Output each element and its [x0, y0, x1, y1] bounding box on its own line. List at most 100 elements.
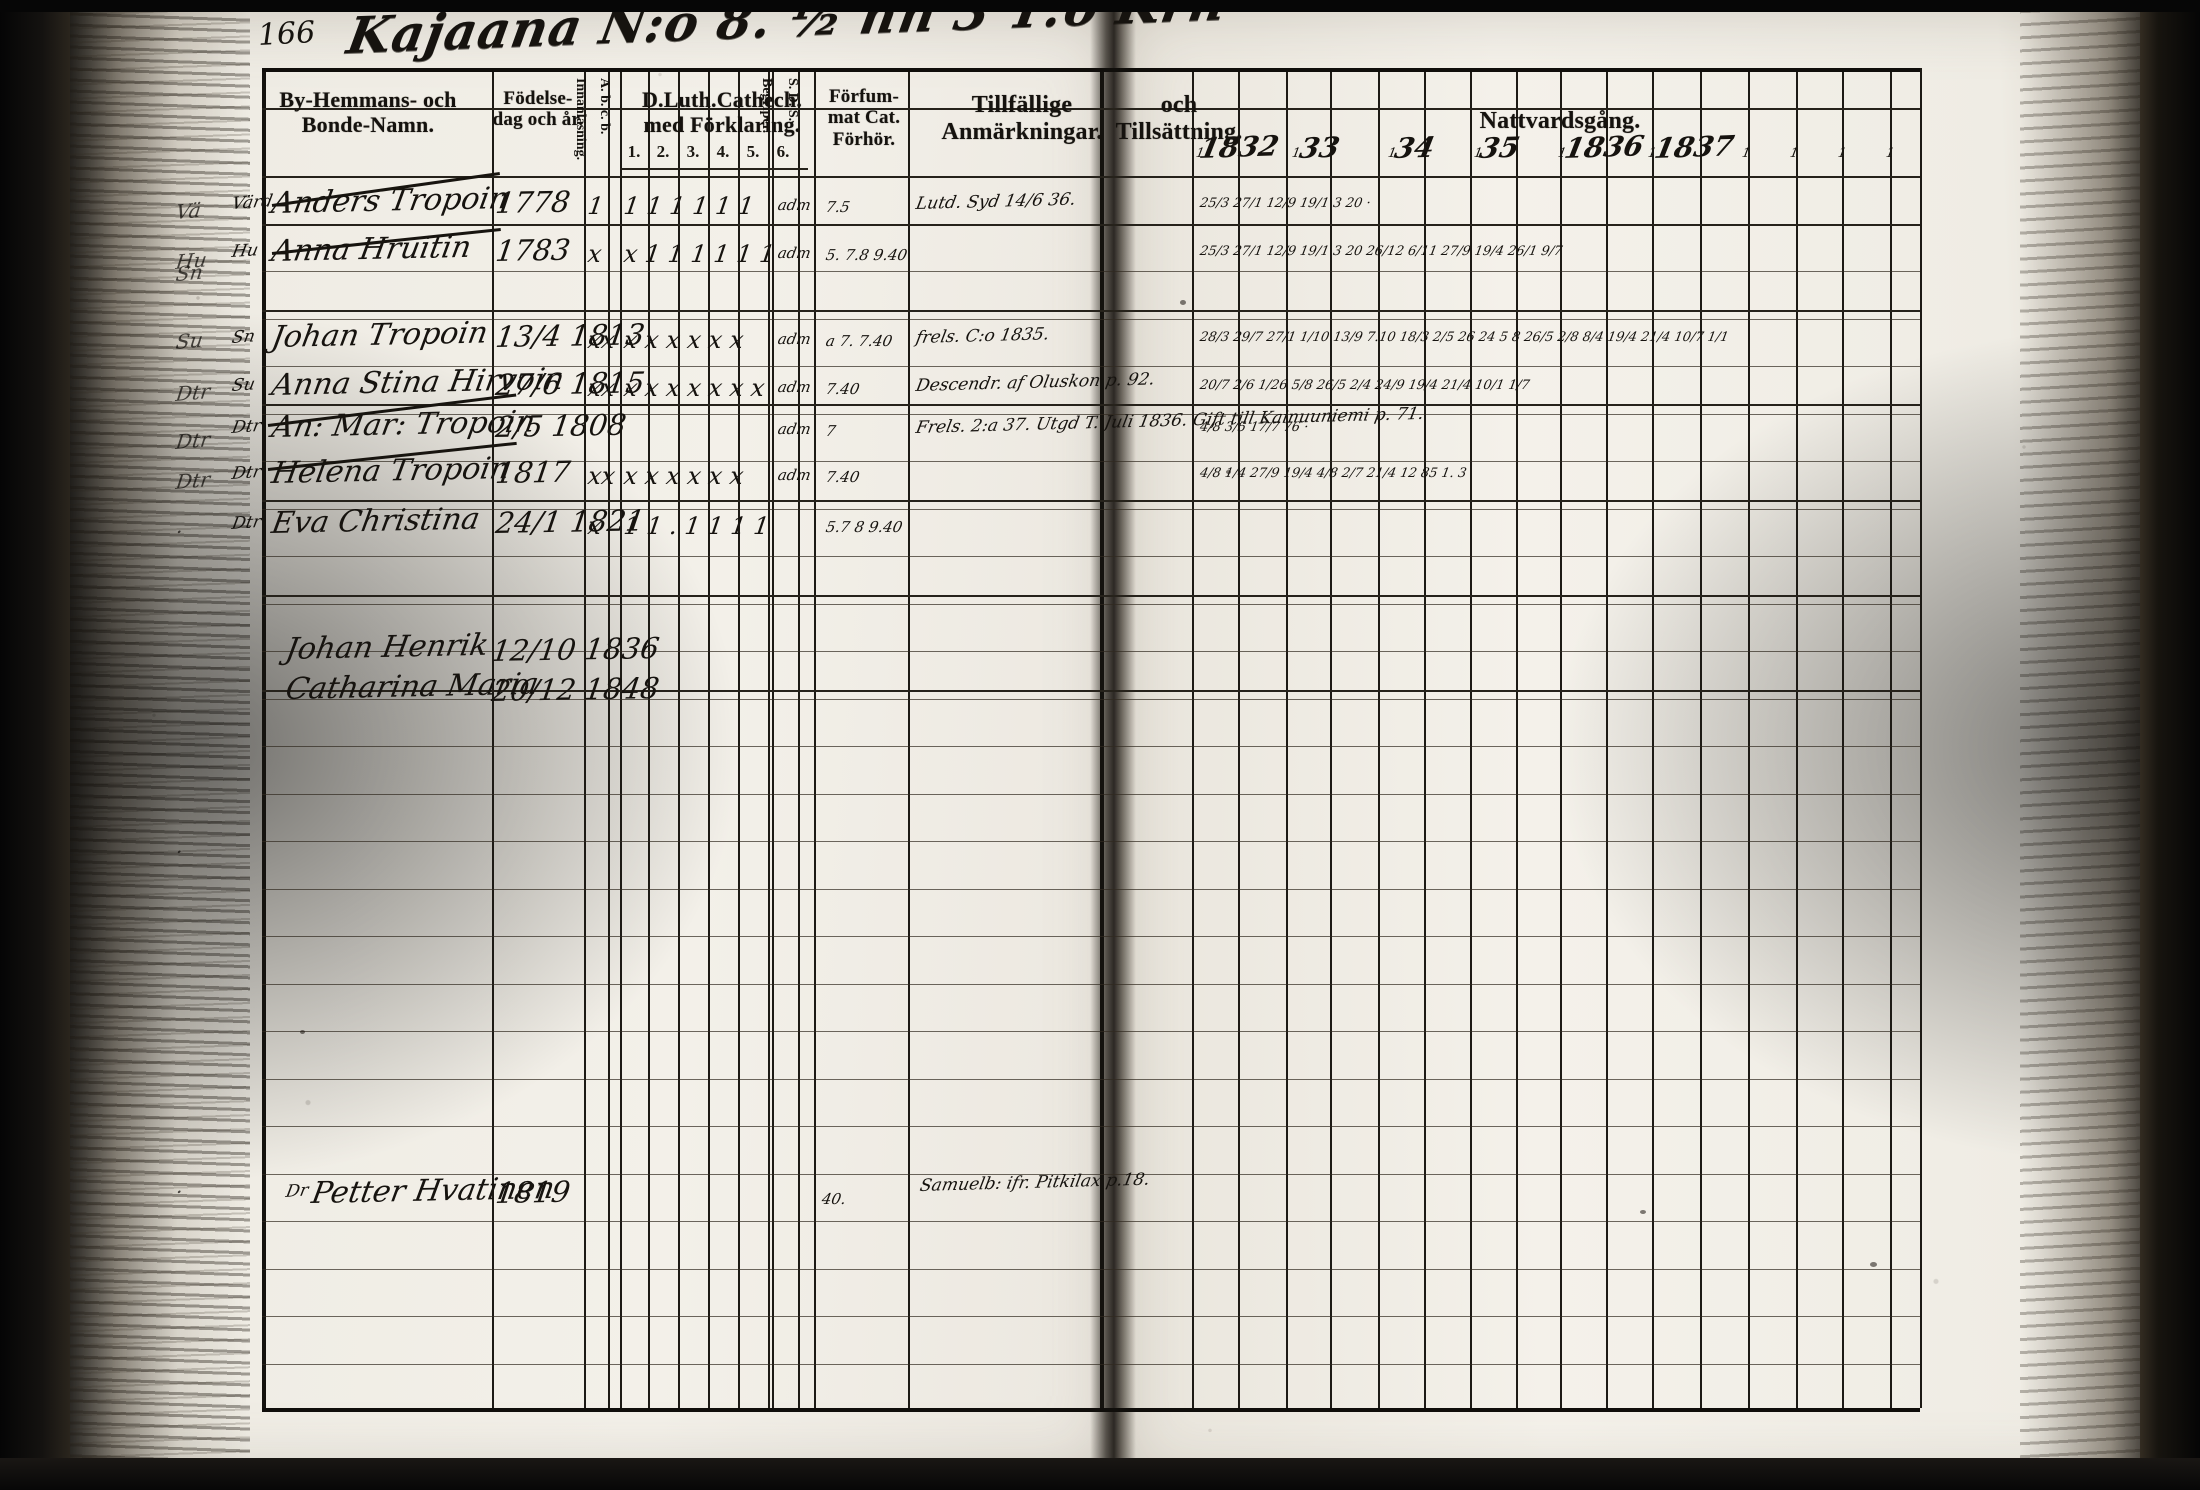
row-margin-note: Dtr: [230, 512, 263, 534]
table-vertical-rule: [738, 68, 740, 1408]
table-vertical-rule: [768, 68, 770, 1408]
row-sds-mark: adm: [776, 420, 813, 438]
table-horizontal-rule: [262, 841, 1920, 842]
scan-border-right: [2140, 0, 2200, 1490]
row-margin-note: Dtr: [230, 416, 263, 438]
row-birth-year: 2/5 1808: [493, 407, 629, 444]
row-sds-mark: adm: [776, 378, 813, 396]
row-neglected-value: 7.40: [824, 468, 861, 486]
table-vertical-rule: [608, 68, 610, 1408]
catechism-subcolumn-number: 6.: [776, 142, 790, 161]
column-header-understands: Begriper.: [759, 78, 774, 134]
table-horizontal-rule: [262, 746, 1920, 747]
column-header-communion: Nattvardsgång.: [1479, 108, 1641, 134]
table-horizontal-rule: [262, 1031, 1920, 1032]
row-reading-marks: 1 1 1 1 1 1: [622, 192, 756, 220]
bottom-entry-birth: 1819: [493, 1174, 573, 1210]
row-person-name: Eva Christina: [268, 501, 483, 541]
table-vertical-rule: [648, 68, 650, 1408]
row-reading-marks: 1 1 . 1 1 1 1: [622, 512, 771, 540]
table-horizontal-rule: [262, 595, 1920, 597]
table-vertical-rule: [1890, 68, 1892, 1408]
row-neglected-value: a 7. 7.40: [824, 332, 894, 350]
row-birth-year: 1817: [493, 454, 573, 490]
edge-margin-scribble: Dtr: [174, 379, 212, 406]
later-entry-birth: 20/12 1848: [489, 671, 662, 708]
table-vertical-rule: [492, 68, 494, 1408]
page-number: 166: [257, 15, 317, 53]
table-horizontal-rule: [262, 500, 1920, 502]
row-person-name: Johan Tropoin: [268, 315, 491, 355]
table-vertical-rule: [1100, 68, 1104, 1408]
table-vertical-rule: [908, 68, 910, 1408]
table-vertical-rule: [1470, 68, 1472, 1408]
table-vertical-rule: [1378, 68, 1380, 1408]
communion-year-label: 33: [1296, 130, 1343, 165]
row-communion-entries: 25/3 27/1 12/9 19/1 3 20 ·: [1198, 196, 1372, 211]
table-vertical-rule: [1286, 68, 1288, 1408]
row-sds-mark: adm: [776, 330, 813, 348]
table-horizontal-rule: [262, 1269, 1920, 1270]
row-note-text: frels. C:o 1835.: [914, 324, 1052, 348]
table-vertical-rule: [708, 68, 710, 1408]
table-horizontal-rule: [262, 1126, 1920, 1127]
row-reading-marks: x x x x x x: [622, 462, 746, 490]
row-abc-mark: xx: [586, 374, 618, 402]
row-neglected-value: 5. 7.8 9.40: [824, 246, 909, 264]
row-communion-entries: 25/3 27/1 12/9 19/1 3 20 26/12 6/11 27/9…: [1198, 244, 1564, 259]
table-horizontal-rule: [262, 651, 1920, 652]
row-margin-note: Dtr: [230, 462, 263, 484]
catechism-subcolumn-number: 2.: [656, 142, 670, 161]
table-vertical-rule: [1920, 68, 1922, 1408]
table-vertical-rule: [678, 68, 680, 1408]
table-vertical-rule: [1700, 108, 1702, 1408]
row-communion-entries: 28/3 29/7 27/1 1/10 13/9 7.10 18/3 2/5 2…: [1198, 330, 1730, 345]
table-horizontal-rule: [262, 271, 1920, 272]
table-vertical-rule: [1192, 68, 1194, 1408]
table-vertical-rule: [1606, 108, 1608, 1408]
row-neglected-value: 5.7 8 9.40: [824, 518, 904, 536]
table-horizontal-rule: [908, 108, 1192, 110]
row-reading-marks: x x x x x x: [622, 326, 746, 354]
bottom-entry-margin: Dr: [284, 1180, 310, 1202]
row-sds-mark: adm: [776, 196, 813, 214]
table-horizontal-rule: [262, 556, 1920, 557]
edge-margin-scribble: Sn: [174, 259, 205, 286]
row-neglected-value: 7.5: [824, 198, 852, 216]
later-entry-birth: 12/10 1836: [489, 631, 662, 668]
table-vertical-rule: [1238, 108, 1240, 1408]
row-margin-note: Hu: [230, 240, 260, 262]
row-birth-year: 1778: [493, 184, 573, 220]
table-horizontal-rule: [262, 1221, 1920, 1222]
communion-year-label: 1832: [1196, 129, 1282, 165]
column-header-catechism: D.Luth.Cathech. med Förklaring.: [641, 87, 803, 137]
ink-blot: [1640, 1210, 1646, 1214]
table-vertical-rule: [1796, 108, 1798, 1408]
ink-blot: [1870, 1262, 1877, 1267]
column-header-abc: A. b. c. b.: [597, 78, 612, 135]
row-abc-mark: xx: [586, 462, 618, 490]
catechism-subcolumn-number: 1.: [627, 142, 641, 161]
table-horizontal-rule: [262, 936, 1920, 937]
catechism-subcolumn-number: 5.: [746, 142, 760, 161]
table-horizontal-rule: [262, 414, 1920, 415]
table-vertical-rule: [1424, 108, 1426, 1408]
edge-margin-scribble: Su: [174, 327, 205, 354]
table-horizontal-rule: [262, 310, 1920, 312]
table-horizontal-rule: [620, 168, 808, 170]
table-horizontal-rule: [262, 604, 1920, 605]
table-horizontal-rule: [262, 319, 1920, 320]
table-horizontal-rule: [262, 366, 1920, 367]
table-vertical-rule: [1652, 68, 1654, 1408]
table-vertical-rule: [1560, 68, 1562, 1408]
table-vertical-rule: [798, 68, 800, 1408]
table-vertical-rule: [1330, 108, 1332, 1408]
row-sds-mark: adm: [776, 466, 813, 484]
table-vertical-rule: [1842, 68, 1844, 1408]
table-horizontal-rule: [262, 1174, 1920, 1175]
edge-margin-scribble: Vä: [174, 197, 203, 224]
edge-margin-scribble: Dtr: [174, 467, 212, 494]
table-vertical-rule: [1516, 108, 1518, 1408]
